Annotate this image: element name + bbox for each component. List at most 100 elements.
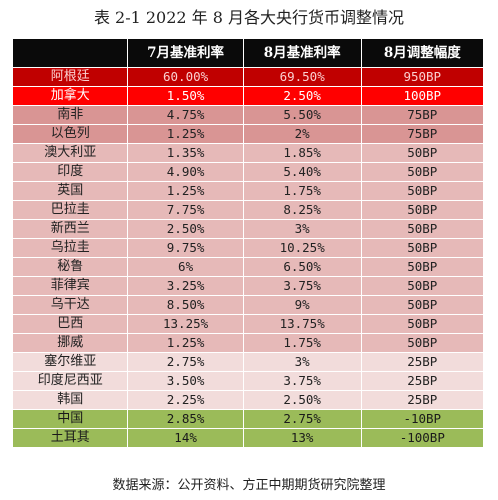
table-row: 秘鲁 6% 6.50% 50BP [11,257,485,277]
country-cell: 秘鲁 [11,257,129,277]
country-cell: 以色列 [11,124,129,144]
table-row: 土耳其 14% 13% -100BP [11,428,485,448]
august-rate-cell: 2% [242,124,362,144]
country-cell: 土耳其 [11,428,129,448]
table-row: 乌拉圭 9.75% 10.25% 50BP [11,238,485,258]
july-rate-cell: 4.75% [127,105,244,125]
change-cell: 75BP [360,124,485,144]
change-cell: 50BP [360,200,485,220]
august-rate-cell: 2.50% [242,86,362,106]
change-cell: 50BP [360,238,485,258]
table-row: 新西兰 2.50% 3% 50BP [11,219,485,239]
country-cell: 乌干达 [11,295,129,315]
august-rate-cell: 2.50% [242,390,362,410]
change-cell: 50BP [360,257,485,277]
country-cell: 新西兰 [11,219,129,239]
august-rate-cell: 10.25% [242,238,362,258]
july-rate-cell: 60.00% [127,67,244,87]
change-cell: 50BP [360,219,485,239]
august-rate-cell: 2.75% [242,409,362,429]
august-rate-cell: 5.40% [242,162,362,182]
august-rate-cell: 69.50% [242,67,362,87]
july-rate-cell: 2.75% [127,352,244,372]
country-cell: 印度 [11,162,129,182]
july-rate-cell: 2.50% [127,219,244,239]
change-cell: 100BP [360,86,485,106]
table-title: 表 2-1 2022 年 8 月各大央行货币调整情况 [93,8,405,27]
change-cell: -10BP [360,409,485,429]
table-body: 阿根廷 60.00% 69.50% 950BP 加拿大 1.50% 2.50% 100BP 南非… [11,67,485,448]
table-row: 印度 4.90% 5.40% 50BP [11,162,485,182]
august-rate-cell: 3.75% [242,276,362,296]
change-cell: 50BP [360,162,485,182]
data-source-note: 数据来源：公开资料、方正中期期货研究院整理 [112,478,386,493]
august-rate-cell: 13.75% [242,314,362,334]
header-row: 7月基准利率 8月基准利率 8月调整幅度 [11,38,485,68]
august-rate-cell: 3.75% [242,371,362,391]
country-cell: 南非 [11,105,129,125]
july-rate-cell: 4.90% [127,162,244,182]
august-rate-cell: 13% [242,428,362,448]
country-cell: 菲律宾 [11,276,129,296]
country-cell: 英国 [11,181,129,201]
header-august-change: 8月调整幅度 [360,38,485,68]
change-cell: 50BP [360,143,485,163]
header-august-rate: 8月基准利率 [242,38,362,68]
august-rate-cell: 3% [242,352,362,372]
country-cell: 中国 [11,409,129,429]
change-cell: 75BP [360,105,485,125]
change-cell: 50BP [360,314,485,334]
july-rate-cell: 1.35% [127,143,244,163]
august-rate-cell: 1.85% [242,143,362,163]
change-cell: 50BP [360,181,485,201]
change-cell: 50BP [360,333,485,353]
header-country [11,38,129,68]
table-row: 塞尔维亚 2.75% 3% 25BP [11,352,485,372]
change-cell: 25BP [360,352,485,372]
country-cell: 阿根廷 [11,67,129,87]
august-rate-cell: 6.50% [242,257,362,277]
country-cell: 塞尔维亚 [11,352,129,372]
country-cell: 巴拉圭 [11,200,129,220]
change-cell: 25BP [360,390,485,410]
august-rate-cell: 3% [242,219,362,239]
august-rate-cell: 8.25% [242,200,362,220]
table-row: 巴拉圭 7.75% 8.25% 50BP [11,200,485,220]
july-rate-cell: 8.50% [127,295,244,315]
country-cell: 印度尼西亚 [11,371,129,391]
country-cell: 加拿大 [11,86,129,106]
july-rate-cell: 1.50% [127,86,244,106]
table-row: 阿根廷 60.00% 69.50% 950BP [11,67,485,87]
july-rate-cell: 1.25% [127,333,244,353]
change-cell: 50BP [360,276,485,296]
table-row: 加拿大 1.50% 2.50% 100BP [11,86,485,106]
table-row: 澳大利亚 1.35% 1.85% 50BP [11,143,485,163]
country-cell: 巴西 [11,314,129,334]
table-row: 巴西 13.25% 13.75% 50BP [11,314,485,334]
change-cell: 950BP [360,67,485,87]
july-rate-cell: 13.25% [127,314,244,334]
table-row: 英国 1.25% 1.75% 50BP [11,181,485,201]
table-row: 南非 4.75% 5.50% 75BP [11,105,485,125]
table-row: 挪威 1.25% 1.75% 50BP [11,333,485,353]
july-rate-cell: 3.25% [127,276,244,296]
country-cell: 乌拉圭 [11,238,129,258]
july-rate-cell: 14% [127,428,244,448]
table-row: 乌干达 8.50% 9% 50BP [11,295,485,315]
country-cell: 韩国 [11,390,129,410]
july-rate-cell: 2.85% [127,409,244,429]
august-rate-cell: 5.50% [242,105,362,125]
header-july-rate: 7月基准利率 [127,38,244,68]
july-rate-cell: 1.25% [127,181,244,201]
august-rate-cell: 9% [242,295,362,315]
july-rate-cell: 2.25% [127,390,244,410]
july-rate-cell: 9.75% [127,238,244,258]
country-cell: 澳大利亚 [11,143,129,163]
august-rate-cell: 1.75% [242,181,362,201]
table-row: 韩国 2.25% 2.50% 25BP [11,390,485,410]
table-row: 中国 2.85% 2.75% -10BP [11,409,485,429]
august-rate-cell: 1.75% [242,333,362,353]
change-cell: 25BP [360,371,485,391]
july-rate-cell: 3.50% [127,371,244,391]
country-cell: 挪威 [11,333,129,353]
